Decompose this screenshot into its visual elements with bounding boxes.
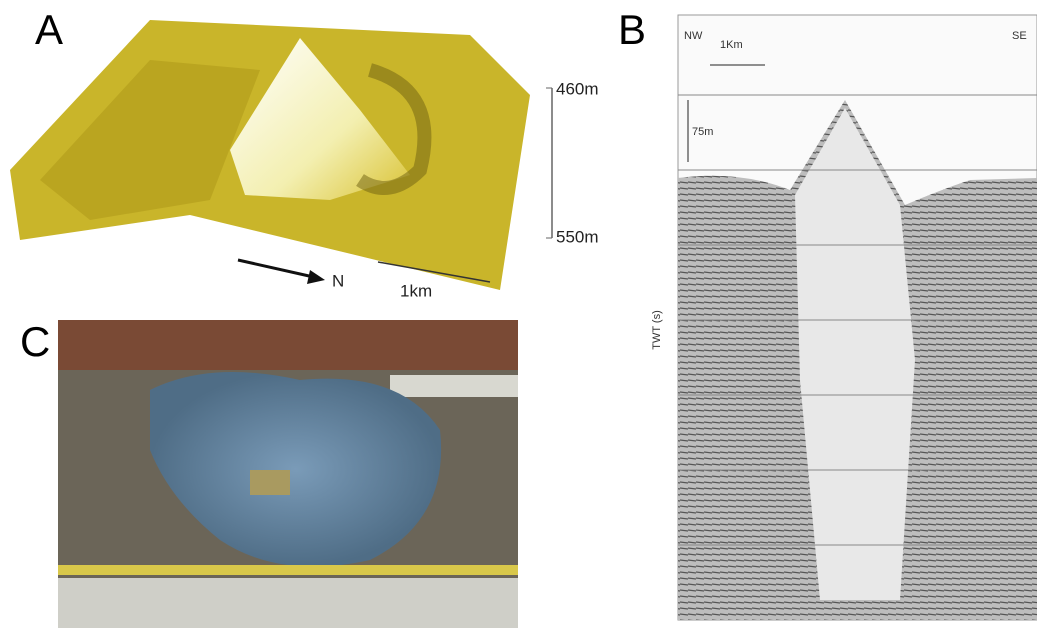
inclusion xyxy=(250,470,290,495)
arrow-head xyxy=(307,270,325,284)
panel-a: A 460m 550m N 1km xyxy=(10,6,599,300)
km-label: 1km xyxy=(400,281,432,300)
panel-c: C xyxy=(20,318,518,628)
panel-label: C xyxy=(20,318,50,365)
north-label: N xyxy=(332,271,344,290)
north-arrow xyxy=(238,260,318,278)
tape xyxy=(58,565,518,575)
rope xyxy=(390,375,518,397)
depth-label: 550m xyxy=(556,227,599,246)
axis-label: TWT (s) xyxy=(651,310,663,350)
photo-top xyxy=(58,320,518,370)
km-label: 1Km xyxy=(720,39,743,51)
panel-label: B xyxy=(618,6,646,53)
direction-label: NW xyxy=(684,30,703,42)
height-label: 75m xyxy=(692,126,713,138)
panel-b: B NW SE 1Km 75m TWT (s) xyxy=(618,6,1037,620)
depth-label: 460m xyxy=(556,79,599,98)
direction-label: SE xyxy=(1012,30,1027,42)
rope xyxy=(58,578,518,628)
panel-label: A xyxy=(35,6,63,53)
figure: A 460m 550m N 1km B NW SE 1Km 75m TWT (s… xyxy=(0,0,1037,628)
